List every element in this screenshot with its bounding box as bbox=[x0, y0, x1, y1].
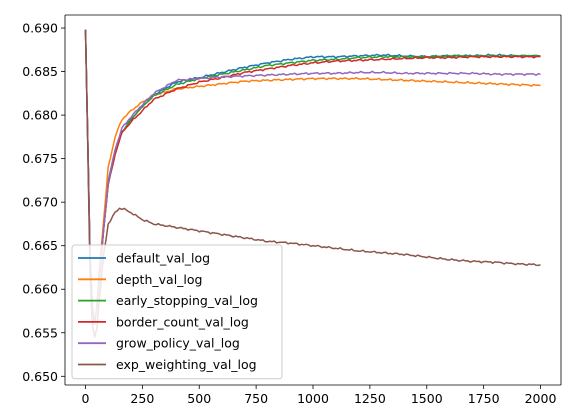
x-tick-label: 1000 bbox=[297, 391, 329, 406]
y-tick-label: 0.685 bbox=[22, 64, 58, 79]
x-tick-label: 1250 bbox=[354, 391, 386, 406]
legend-label-exp_weighting_val_log: exp_weighting_val_log bbox=[116, 357, 257, 372]
legend: default_val_log depth_val_log early_stoppi… bbox=[72, 245, 282, 379]
x-tick-label: 1500 bbox=[411, 391, 443, 406]
y-tick-label: 0.655 bbox=[22, 325, 58, 340]
y-tick-label: 0.675 bbox=[22, 151, 58, 166]
y-tick-label: 0.690 bbox=[22, 21, 58, 36]
y-tick-label: 0.670 bbox=[22, 195, 58, 210]
legend-label-default_val_log: default_val_log bbox=[116, 251, 210, 266]
y-tick-label: 0.660 bbox=[22, 282, 58, 297]
legend-label-depth_val_log: depth_val_log bbox=[116, 272, 202, 287]
x-tick-label: 750 bbox=[244, 391, 268, 406]
legend-label-grow_policy_val_log: grow_policy_val_log bbox=[116, 336, 240, 351]
legend-label-early_stopping_val_log: early_stopping_val_log bbox=[116, 293, 258, 308]
y-tick-label: 0.680 bbox=[22, 108, 58, 123]
y-tick-label: 0.650 bbox=[22, 369, 58, 384]
x-tick-label: 2000 bbox=[525, 391, 557, 406]
legend-label-border_count_val_log: border_count_val_log bbox=[116, 314, 249, 329]
x-tick-label: 0 bbox=[82, 391, 90, 406]
y-tick-label: 0.665 bbox=[22, 238, 58, 253]
x-tick-label: 1750 bbox=[468, 391, 500, 406]
x-tick-label: 250 bbox=[130, 391, 154, 406]
x-tick-label: 500 bbox=[187, 391, 211, 406]
